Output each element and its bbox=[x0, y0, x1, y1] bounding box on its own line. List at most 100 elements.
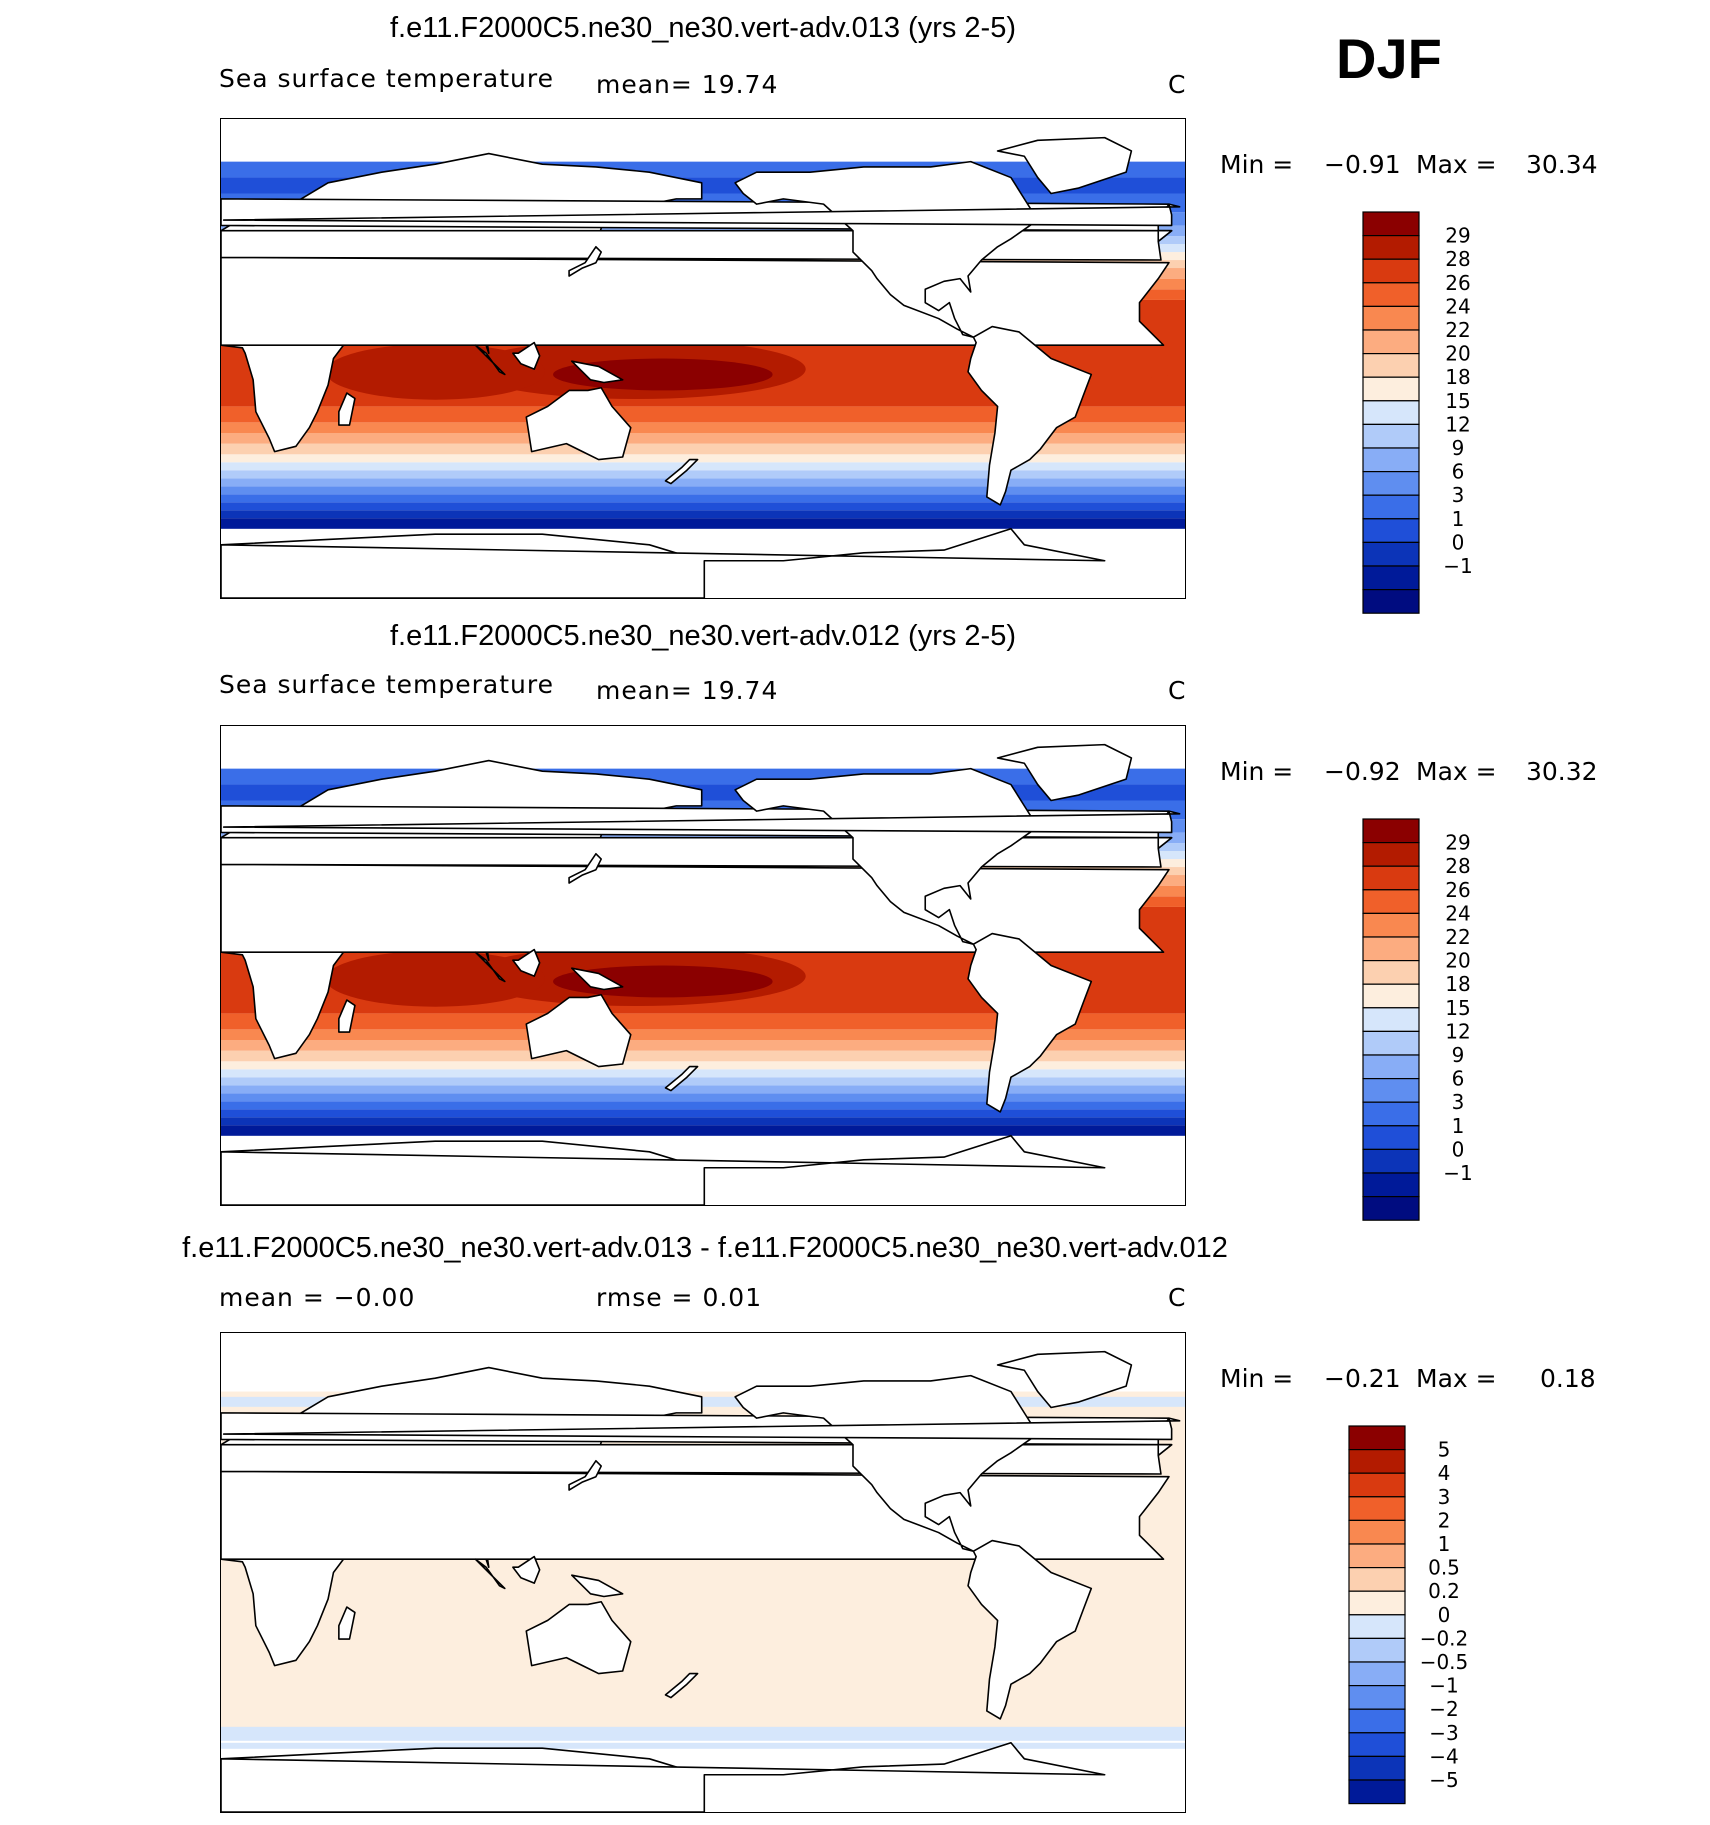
coastline bbox=[570, 967, 624, 991]
coastline bbox=[664, 1065, 699, 1092]
colorbar-tick-label: 18 bbox=[1445, 365, 1470, 389]
coastline bbox=[221, 1741, 1106, 1812]
coastline bbox=[996, 743, 1133, 802]
sst-map bbox=[220, 118, 1186, 599]
colorbar-tick-label: −1 bbox=[1429, 1674, 1458, 1698]
coastline bbox=[221, 1443, 1173, 1560]
colorbar-tick-label: 1 bbox=[1452, 1114, 1465, 1138]
coastline bbox=[222, 810, 1181, 834]
min-value: −0.21 bbox=[1324, 1364, 1401, 1393]
sst-map bbox=[220, 725, 1186, 1206]
sst-band bbox=[221, 454, 1185, 463]
panel-title: f.e11.F2000C5.ne30_ne30.vert-adv.013 - f… bbox=[182, 1232, 1228, 1264]
coastline bbox=[474, 344, 506, 376]
colorbar-swatch bbox=[1348, 1496, 1406, 1522]
units-label: C bbox=[1168, 70, 1187, 99]
sst-band bbox=[221, 406, 1185, 423]
sst-band bbox=[221, 1040, 1185, 1051]
colorbar-swatch bbox=[1362, 983, 1420, 1009]
sst-band bbox=[221, 518, 1185, 529]
colorbar-swatch bbox=[1348, 1614, 1406, 1640]
sst-band bbox=[221, 478, 1185, 487]
sst-band bbox=[221, 1085, 1185, 1094]
colorbar-swatch bbox=[1362, 1007, 1420, 1033]
colorbar-tick-label: 9 bbox=[1452, 436, 1465, 460]
colorbar-swatch bbox=[1348, 1449, 1406, 1474]
colorbar-swatch bbox=[1348, 1425, 1406, 1451]
colorbar-tick-label: −4 bbox=[1429, 1744, 1458, 1768]
colorbar-swatch bbox=[1362, 471, 1420, 496]
rmse-stat: rmse = 0.01 bbox=[596, 1283, 763, 1312]
colorbar-swatch bbox=[1362, 423, 1420, 449]
coastline bbox=[967, 325, 1093, 506]
coastline bbox=[967, 932, 1093, 1113]
sst-band bbox=[221, 462, 1185, 471]
sst-band bbox=[221, 1050, 1185, 1062]
coastline bbox=[221, 527, 1106, 598]
colorbar-swatch bbox=[1362, 494, 1420, 520]
colorbar-tick-label: −3 bbox=[1429, 1721, 1458, 1745]
colorbar-tick-label: 3 bbox=[1438, 1485, 1451, 1509]
colorbar-swatch bbox=[1362, 589, 1420, 614]
colorbar-tick-label: 0.5 bbox=[1428, 1556, 1460, 1580]
colorbar-tick-label: 28 bbox=[1445, 247, 1470, 271]
colorbar-swatch bbox=[1362, 960, 1420, 985]
colorbar-tick-label: 12 bbox=[1445, 1019, 1470, 1043]
warm-pool bbox=[325, 343, 545, 400]
colorbar-swatch bbox=[1348, 1661, 1406, 1687]
sst-band bbox=[221, 1061, 1185, 1070]
colorbar-swatch bbox=[1348, 1590, 1406, 1616]
coastline bbox=[525, 386, 632, 461]
colorbar: 29 28 26 24 22 20 18 15 12 9 6 3 1 0 −1 bbox=[1362, 818, 1512, 1229]
coastline bbox=[664, 458, 699, 485]
colorbar-swatch bbox=[1348, 1543, 1406, 1569]
sst-band bbox=[221, 494, 1185, 503]
sst-band bbox=[221, 1101, 1185, 1110]
colorbar-tick-label: 3 bbox=[1452, 483, 1465, 507]
colorbar-swatch bbox=[1362, 447, 1420, 473]
colorbar-tick-label: 0.2 bbox=[1428, 1579, 1460, 1603]
colorbar-swatch bbox=[1348, 1779, 1406, 1805]
units-label: C bbox=[1168, 676, 1187, 705]
sst-band bbox=[221, 1117, 1185, 1126]
colorbar-tick-label: 29 bbox=[1445, 831, 1470, 855]
colorbar-swatch bbox=[1348, 1637, 1406, 1663]
colorbar-tick-label: −2 bbox=[1429, 1697, 1458, 1721]
coastline bbox=[338, 999, 356, 1033]
mean-stat: mean= 19.74 bbox=[596, 676, 779, 705]
colorbar-swatch bbox=[1362, 329, 1420, 355]
difference-field bbox=[221, 1726, 1185, 1741]
min-value: −0.92 bbox=[1324, 757, 1401, 786]
colorbar-swatch bbox=[1348, 1708, 1406, 1734]
mean-stat: mean= 19.74 bbox=[596, 70, 779, 99]
coastline bbox=[222, 1417, 1181, 1441]
colorbar-tick-label: 2 bbox=[1438, 1508, 1451, 1532]
colorbar-swatch bbox=[1362, 818, 1420, 844]
colorbar-tick-label: 6 bbox=[1452, 460, 1465, 484]
colorbar-swatch bbox=[1362, 376, 1420, 402]
colorbar-tick-label: 0 bbox=[1452, 1137, 1465, 1161]
max-value: 30.32 bbox=[1526, 757, 1598, 786]
colorbar-tick-label: −1 bbox=[1443, 1161, 1472, 1185]
coastline bbox=[221, 1134, 1106, 1205]
colorbar-tick-label: 26 bbox=[1445, 271, 1470, 295]
colorbar-swatch bbox=[1362, 1101, 1420, 1127]
coastline bbox=[996, 136, 1133, 195]
coastline bbox=[222, 203, 1181, 227]
colorbar-swatch bbox=[1362, 842, 1420, 867]
colorbar-swatch bbox=[1362, 518, 1420, 543]
colorbar: 29 28 26 24 22 20 18 15 12 9 6 3 1 0 −1 bbox=[1362, 211, 1512, 622]
colorbar-tick-label: 20 bbox=[1445, 342, 1470, 366]
colorbar-swatch bbox=[1362, 305, 1420, 331]
max-value: 30.34 bbox=[1526, 150, 1598, 179]
sst-band bbox=[221, 502, 1185, 511]
colorbar-swatch bbox=[1362, 1172, 1420, 1198]
sst-band bbox=[221, 1093, 1185, 1102]
colorbar-swatch bbox=[1362, 258, 1420, 284]
difference-field bbox=[221, 1742, 1185, 1749]
colorbar-tick-label: 29 bbox=[1445, 224, 1470, 248]
coastline bbox=[734, 1374, 1039, 1552]
coastline bbox=[570, 1574, 624, 1598]
coastline bbox=[734, 767, 1039, 945]
max-label: Max = bbox=[1416, 150, 1497, 179]
